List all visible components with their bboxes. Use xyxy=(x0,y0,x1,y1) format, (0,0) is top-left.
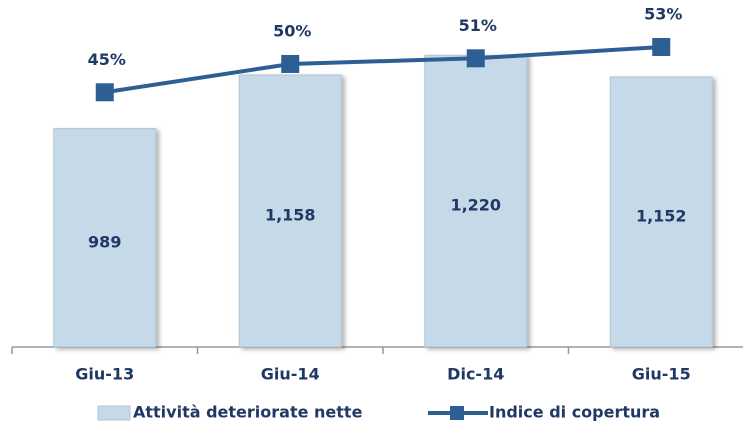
legend-label: Attività deteriorate nette xyxy=(133,403,363,422)
line xyxy=(104,44,662,95)
bar xyxy=(609,76,713,348)
line-marker xyxy=(95,83,114,102)
x-tick-label: Giu-14 xyxy=(261,365,320,384)
line-marker xyxy=(466,49,485,68)
legend-marker xyxy=(450,406,464,420)
x-tick-label: Dic-14 xyxy=(447,365,504,384)
line-label: 50% xyxy=(273,21,311,40)
bar-label: 1,158 xyxy=(265,206,316,225)
bar-label: 1,220 xyxy=(450,196,501,215)
legend-swatch xyxy=(97,405,131,421)
line-marker xyxy=(281,54,300,73)
bar xyxy=(238,74,342,348)
bar xyxy=(53,128,157,348)
line-label: 51% xyxy=(459,16,497,35)
line-label: 45% xyxy=(88,50,126,69)
x-tick-label: Giu-13 xyxy=(75,365,134,384)
line-label: 53% xyxy=(644,4,682,23)
x-tick-label: Giu-15 xyxy=(632,365,691,384)
line-marker xyxy=(652,37,671,56)
bar-label: 989 xyxy=(88,232,121,251)
bar-label: 1,152 xyxy=(636,206,687,225)
legend-label: Indice di copertura xyxy=(489,403,660,422)
